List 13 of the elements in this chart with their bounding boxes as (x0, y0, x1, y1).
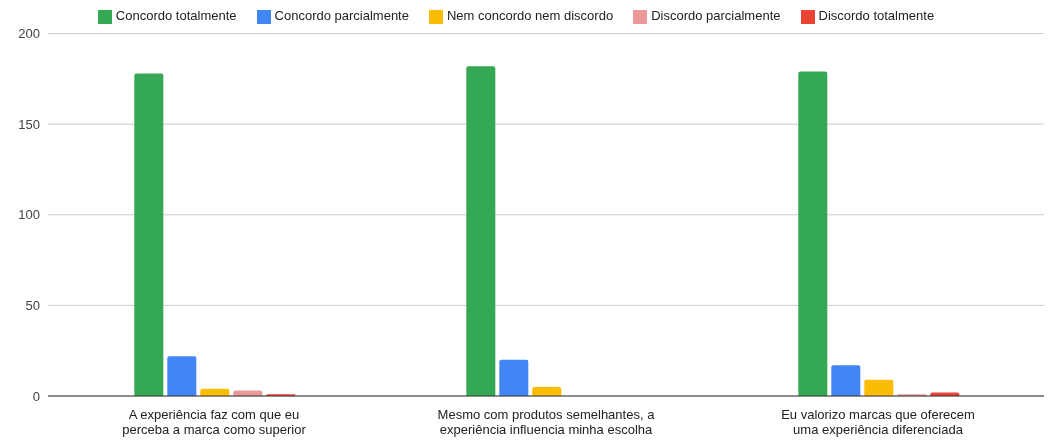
y-tick-label: 50 (25, 298, 40, 314)
legend-label: Discordo totalmente (818, 8, 935, 23)
x-tick-label: Mesmo com produtos semelhantes, a experiência influencia minha escolha (437, 407, 656, 437)
y-tick-label: 100 (18, 207, 40, 223)
legend-label: Nem concordo nem discordo (446, 8, 614, 23)
x-tick-label: A experiência faz com que eu perceba a marca como superior (122, 407, 307, 437)
y-tick-label: 0 (32, 388, 40, 404)
legend-label: Concordo parcialmente (274, 8, 409, 23)
legend-label: Discordo parcialmente (651, 8, 781, 23)
y-tick-label: 200 (18, 26, 40, 42)
y-tick-label: 150 (18, 116, 40, 132)
legend-label: Concordo totalmente (115, 8, 237, 23)
x-tick-label: Eu valorizo marcas que oferecem uma experiência diferenciada (781, 407, 975, 437)
